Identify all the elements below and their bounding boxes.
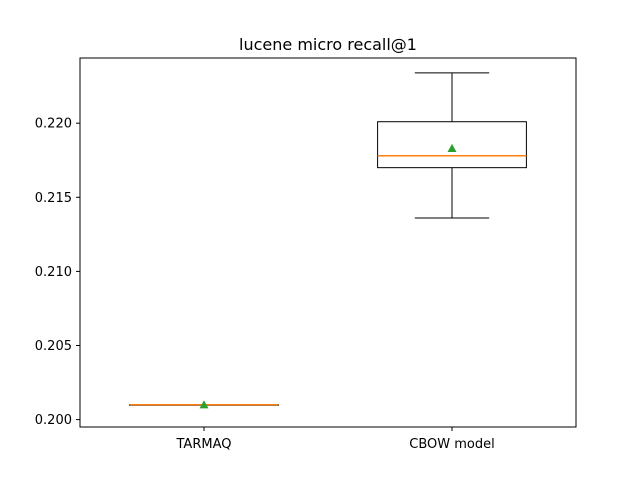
plot-frame: [79, 57, 577, 428]
y-tick-label: 0.220: [35, 117, 72, 132]
iqr-box: [377, 121, 527, 169]
x-tick-label: CBOW model: [409, 437, 494, 452]
x-tick-label: TARMAQ: [176, 437, 232, 452]
y-tick-label: 0.205: [35, 339, 72, 354]
mean-marker: [447, 143, 457, 152]
y-tick-label: 0.210: [35, 265, 72, 280]
y-tick-label: 0.200: [35, 413, 72, 428]
mean-marker: [199, 400, 209, 409]
chart-title: lucene micro recall@1: [239, 35, 417, 54]
y-tick-label: 0.215: [35, 191, 72, 206]
